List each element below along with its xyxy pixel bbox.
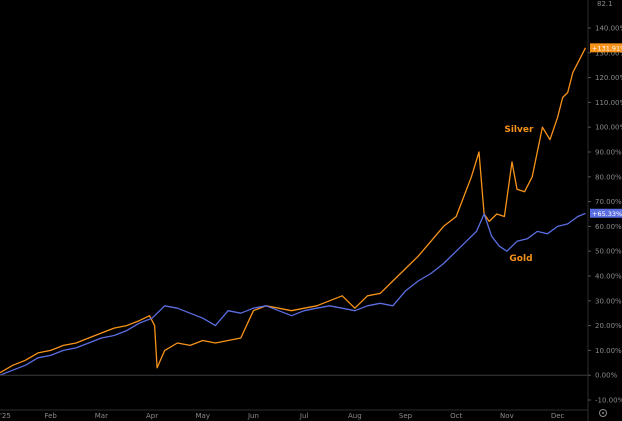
y-tick-label: 50.00%	[595, 248, 622, 256]
series-group	[0, 47, 587, 376]
last-value-label-gold: +65.33%	[592, 210, 622, 218]
y-tick-label: 80.00%	[595, 173, 622, 181]
annotation-group: Silver Gold	[504, 125, 534, 264]
last-value-badges: +131.91% +65.33%	[590, 43, 622, 218]
y-tick-label: 10.00%	[595, 347, 622, 355]
y-tick-label: 70.00%	[595, 198, 622, 206]
y-tick-label: 40.00%	[595, 273, 622, 281]
x-tick-label: Sep	[399, 412, 413, 420]
y-tick-label: 90.00%	[595, 149, 622, 157]
x-tick-label: Apr	[146, 412, 158, 420]
x-axis[interactable]: '25 Feb Mar Apr May Jun Jul Aug Sep Oct Nov Dec	[0, 409, 588, 420]
annotation-gold: Gold	[509, 254, 532, 264]
plot-area[interactable]: Silver Gold	[0, 47, 587, 376]
last-value-badge-silver	[590, 43, 622, 53]
x-tick-label: Jul	[299, 412, 309, 420]
x-tick-label: Dec	[551, 412, 565, 420]
annotation-silver: Silver	[504, 125, 534, 135]
y-tick-label: -10.00%	[595, 397, 622, 405]
x-tick-label: Mar	[95, 412, 108, 420]
y-tick-label: 20.00%	[595, 322, 622, 330]
y-tick-label: 100.00%	[595, 124, 622, 132]
x-tick-label: Feb	[44, 412, 57, 420]
x-tick-label: Jun	[247, 412, 259, 420]
y-axis[interactable]: -10.00% 0.00% 10.00% 20.00% 30.00% 40.00% 50.0…	[587, 0, 622, 421]
x-tick-label: Oct	[450, 412, 462, 420]
last-value-badge-gold	[590, 208, 622, 218]
x-tick-label: Nov	[500, 412, 514, 420]
y-tick-label: 120.00%	[595, 74, 622, 82]
settings-icon[interactable]	[599, 409, 607, 417]
y-tick-label: 0.00%	[595, 372, 618, 380]
y-tick-label: 140.00%	[595, 25, 622, 33]
top-axis-label: 82.1	[597, 0, 613, 8]
x-tick-label: '25	[0, 412, 11, 420]
x-tick-label: Aug	[348, 412, 362, 420]
x-tick-label: May	[196, 412, 210, 420]
series-line-gold[interactable]	[0, 212, 586, 376]
series-line-silver[interactable]	[0, 47, 587, 374]
y-tick-label: 60.00%	[595, 223, 622, 231]
y-tick-label: 110.00%	[595, 99, 622, 107]
y-tick-label: 130.00%	[595, 49, 622, 57]
y-tick-label: 30.00%	[595, 297, 622, 305]
last-value-label-silver: +131.91%	[592, 44, 622, 52]
